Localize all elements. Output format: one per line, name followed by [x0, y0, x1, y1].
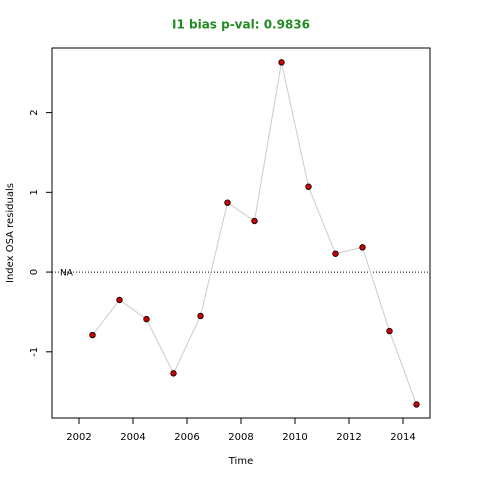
data-point: [143, 315, 150, 323]
x-tick-label: 2010: [282, 432, 307, 443]
data-point: [224, 199, 231, 206]
x-tick-label: 2014: [390, 432, 415, 443]
data-point: [170, 370, 177, 377]
x-tick-label: 2006: [174, 432, 199, 443]
y-tick-label: 1: [29, 189, 40, 195]
y-axis-label: Index OSA residuals: [5, 183, 16, 283]
data-point: [386, 327, 393, 335]
data-point: [197, 312, 204, 320]
series-line: [92, 62, 417, 405]
x-tick-label: 2002: [66, 432, 91, 443]
chart-title: I1 bias p-val: 0.9836: [172, 18, 310, 32]
data-point: [359, 244, 366, 251]
annotation: NA: [60, 269, 74, 279]
data-point: [332, 250, 339, 257]
data-point: [116, 296, 123, 304]
y-tick-label: -1: [29, 347, 40, 357]
x-tick-label: 2008: [228, 432, 253, 443]
x-tick-label: 2012: [336, 432, 361, 443]
x-axis-label: Time: [228, 456, 253, 467]
x-tick-label: 2004: [120, 432, 145, 443]
plot-frame: [51, 47, 431, 419]
y-tick-label: 0: [29, 269, 40, 275]
data-point: [278, 59, 285, 66]
data-point: [89, 331, 96, 339]
data-point: [305, 183, 312, 190]
y-tick-label: 2: [29, 109, 40, 115]
data-point: [251, 217, 258, 225]
data-point: [413, 401, 420, 408]
